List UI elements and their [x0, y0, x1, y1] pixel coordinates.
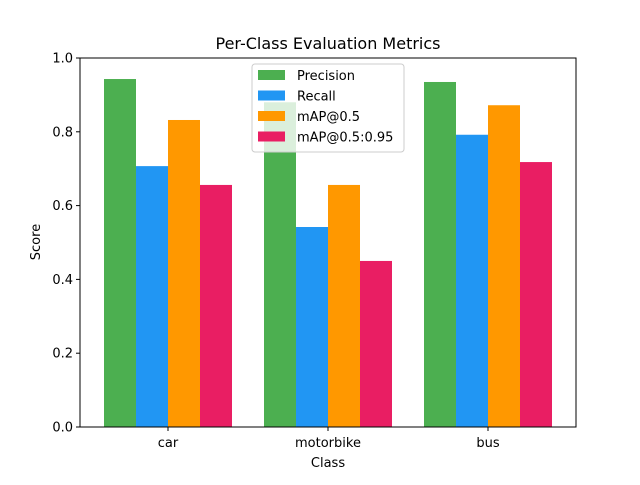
y-tick-label: 0.2: [52, 347, 73, 362]
legend-swatch: [258, 70, 285, 80]
y-tick-label: 0.8: [52, 125, 73, 140]
bar-recall-bus: [456, 134, 488, 427]
legend-swatch: [258, 111, 285, 121]
bar-precision-bus: [424, 81, 456, 427]
y-tick-label: 0.6: [52, 199, 73, 214]
x-tick-label: motorbike: [295, 436, 361, 451]
chart-title: Per-Class Evaluation Metrics: [215, 34, 440, 53]
x-axis-label: Class: [311, 456, 345, 471]
axes-layer: 0.0 0.2 0.4 0.6 0.8 1.0 car motorbike bus: [52, 52, 577, 451]
bar-map-0-5-0-95-motorbike: [360, 260, 392, 427]
bar-precision-motorbike: [264, 102, 296, 427]
x-tick-label: car: [158, 436, 179, 451]
y-axis-label: Score: [29, 224, 44, 260]
bar-precision-car: [104, 79, 136, 427]
legend-swatch: [258, 131, 285, 142]
bar-map-0-5-bus: [488, 105, 520, 427]
bar-map-0-5-0-95-bus: [520, 162, 552, 427]
legend-label: Recall: [297, 90, 336, 105]
y-tick-label: 0.0: [52, 421, 73, 436]
legend: Precision Recall mAP@0.5 mAP@0.5:0.95: [251, 63, 405, 153]
legend-label: Precision: [297, 69, 355, 84]
legend-label: mAP@0.5: [297, 110, 360, 125]
legend-box: [251, 63, 405, 153]
bar-map-0-5-0-95-car: [200, 184, 232, 427]
bar-map-0-5-motorbike: [328, 184, 360, 427]
bar-recall-car: [136, 166, 168, 427]
legend-label: mAP@0.5:0.95: [297, 131, 393, 146]
bars-layer: [104, 79, 552, 428]
x-tick-label: bus: [476, 436, 499, 451]
bar-map-0-5-car: [168, 119, 200, 428]
y-tick-label: 0.4: [52, 273, 73, 288]
legend-swatch: [258, 90, 285, 101]
bar-recall-motorbike: [296, 227, 328, 427]
y-tick-label: 1.0: [52, 52, 73, 67]
